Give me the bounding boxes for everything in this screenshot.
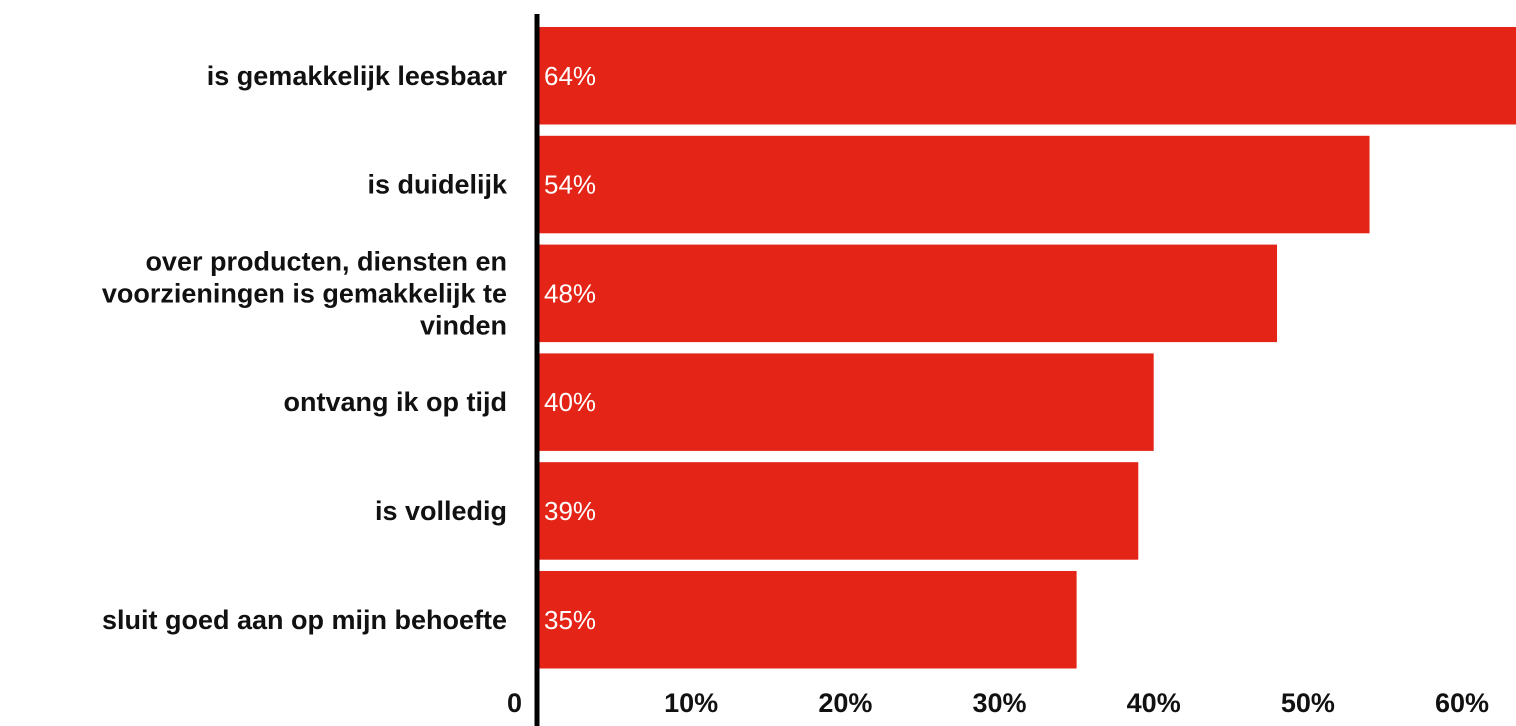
bar-5 bbox=[537, 462, 1139, 560]
category-label-1: is gemakkelijk leesbaar bbox=[207, 61, 508, 91]
category-label-2: is duidelijk bbox=[367, 170, 508, 200]
x-tick-label-40pct: 40% bbox=[1127, 688, 1181, 718]
data-label-5: 39% bbox=[544, 496, 596, 526]
x-tick-labels-group: 0 10% 20% 30% 40% 50% 60% bbox=[507, 688, 1489, 718]
data-label-6: 35% bbox=[544, 605, 596, 635]
x-tick-label-0: 0 bbox=[507, 688, 522, 718]
x-tick-label-20pct: 20% bbox=[818, 688, 872, 718]
data-label-2: 54% bbox=[544, 170, 596, 200]
category-label-6: sluit goed aan op mijn behoefte bbox=[102, 605, 507, 635]
category-label-3-line-1: over producten, diensten en bbox=[145, 246, 507, 276]
category-labels-group: is gemakkelijk leesbaar is duidelijk over … bbox=[102, 61, 508, 635]
category-label-3-line-2: voorzieningen is gemakkelijk te bbox=[102, 278, 507, 308]
bar-1 bbox=[537, 27, 1516, 125]
x-tick-label-30pct: 30% bbox=[972, 688, 1026, 718]
bar-4 bbox=[537, 353, 1154, 451]
category-label-5: is volledig bbox=[375, 496, 507, 526]
category-label-4: ontvang ik op tijd bbox=[284, 387, 508, 417]
bars-group bbox=[537, 27, 1516, 669]
x-tick-label-50pct: 50% bbox=[1281, 688, 1335, 718]
bar-6 bbox=[537, 571, 1077, 669]
data-label-4: 40% bbox=[544, 387, 596, 417]
bar-2 bbox=[537, 135, 1370, 234]
x-tick-label-60pct: 60% bbox=[1435, 688, 1489, 718]
x-tick-label-10pct: 10% bbox=[664, 688, 718, 718]
category-label-3-line-3: vinden bbox=[420, 310, 507, 340]
data-label-1: 64% bbox=[544, 61, 596, 91]
data-labels-group: 64% 54% 48% 40% 39% 35% bbox=[544, 61, 596, 635]
bar-3 bbox=[537, 244, 1278, 343]
data-label-3: 48% bbox=[544, 278, 596, 308]
